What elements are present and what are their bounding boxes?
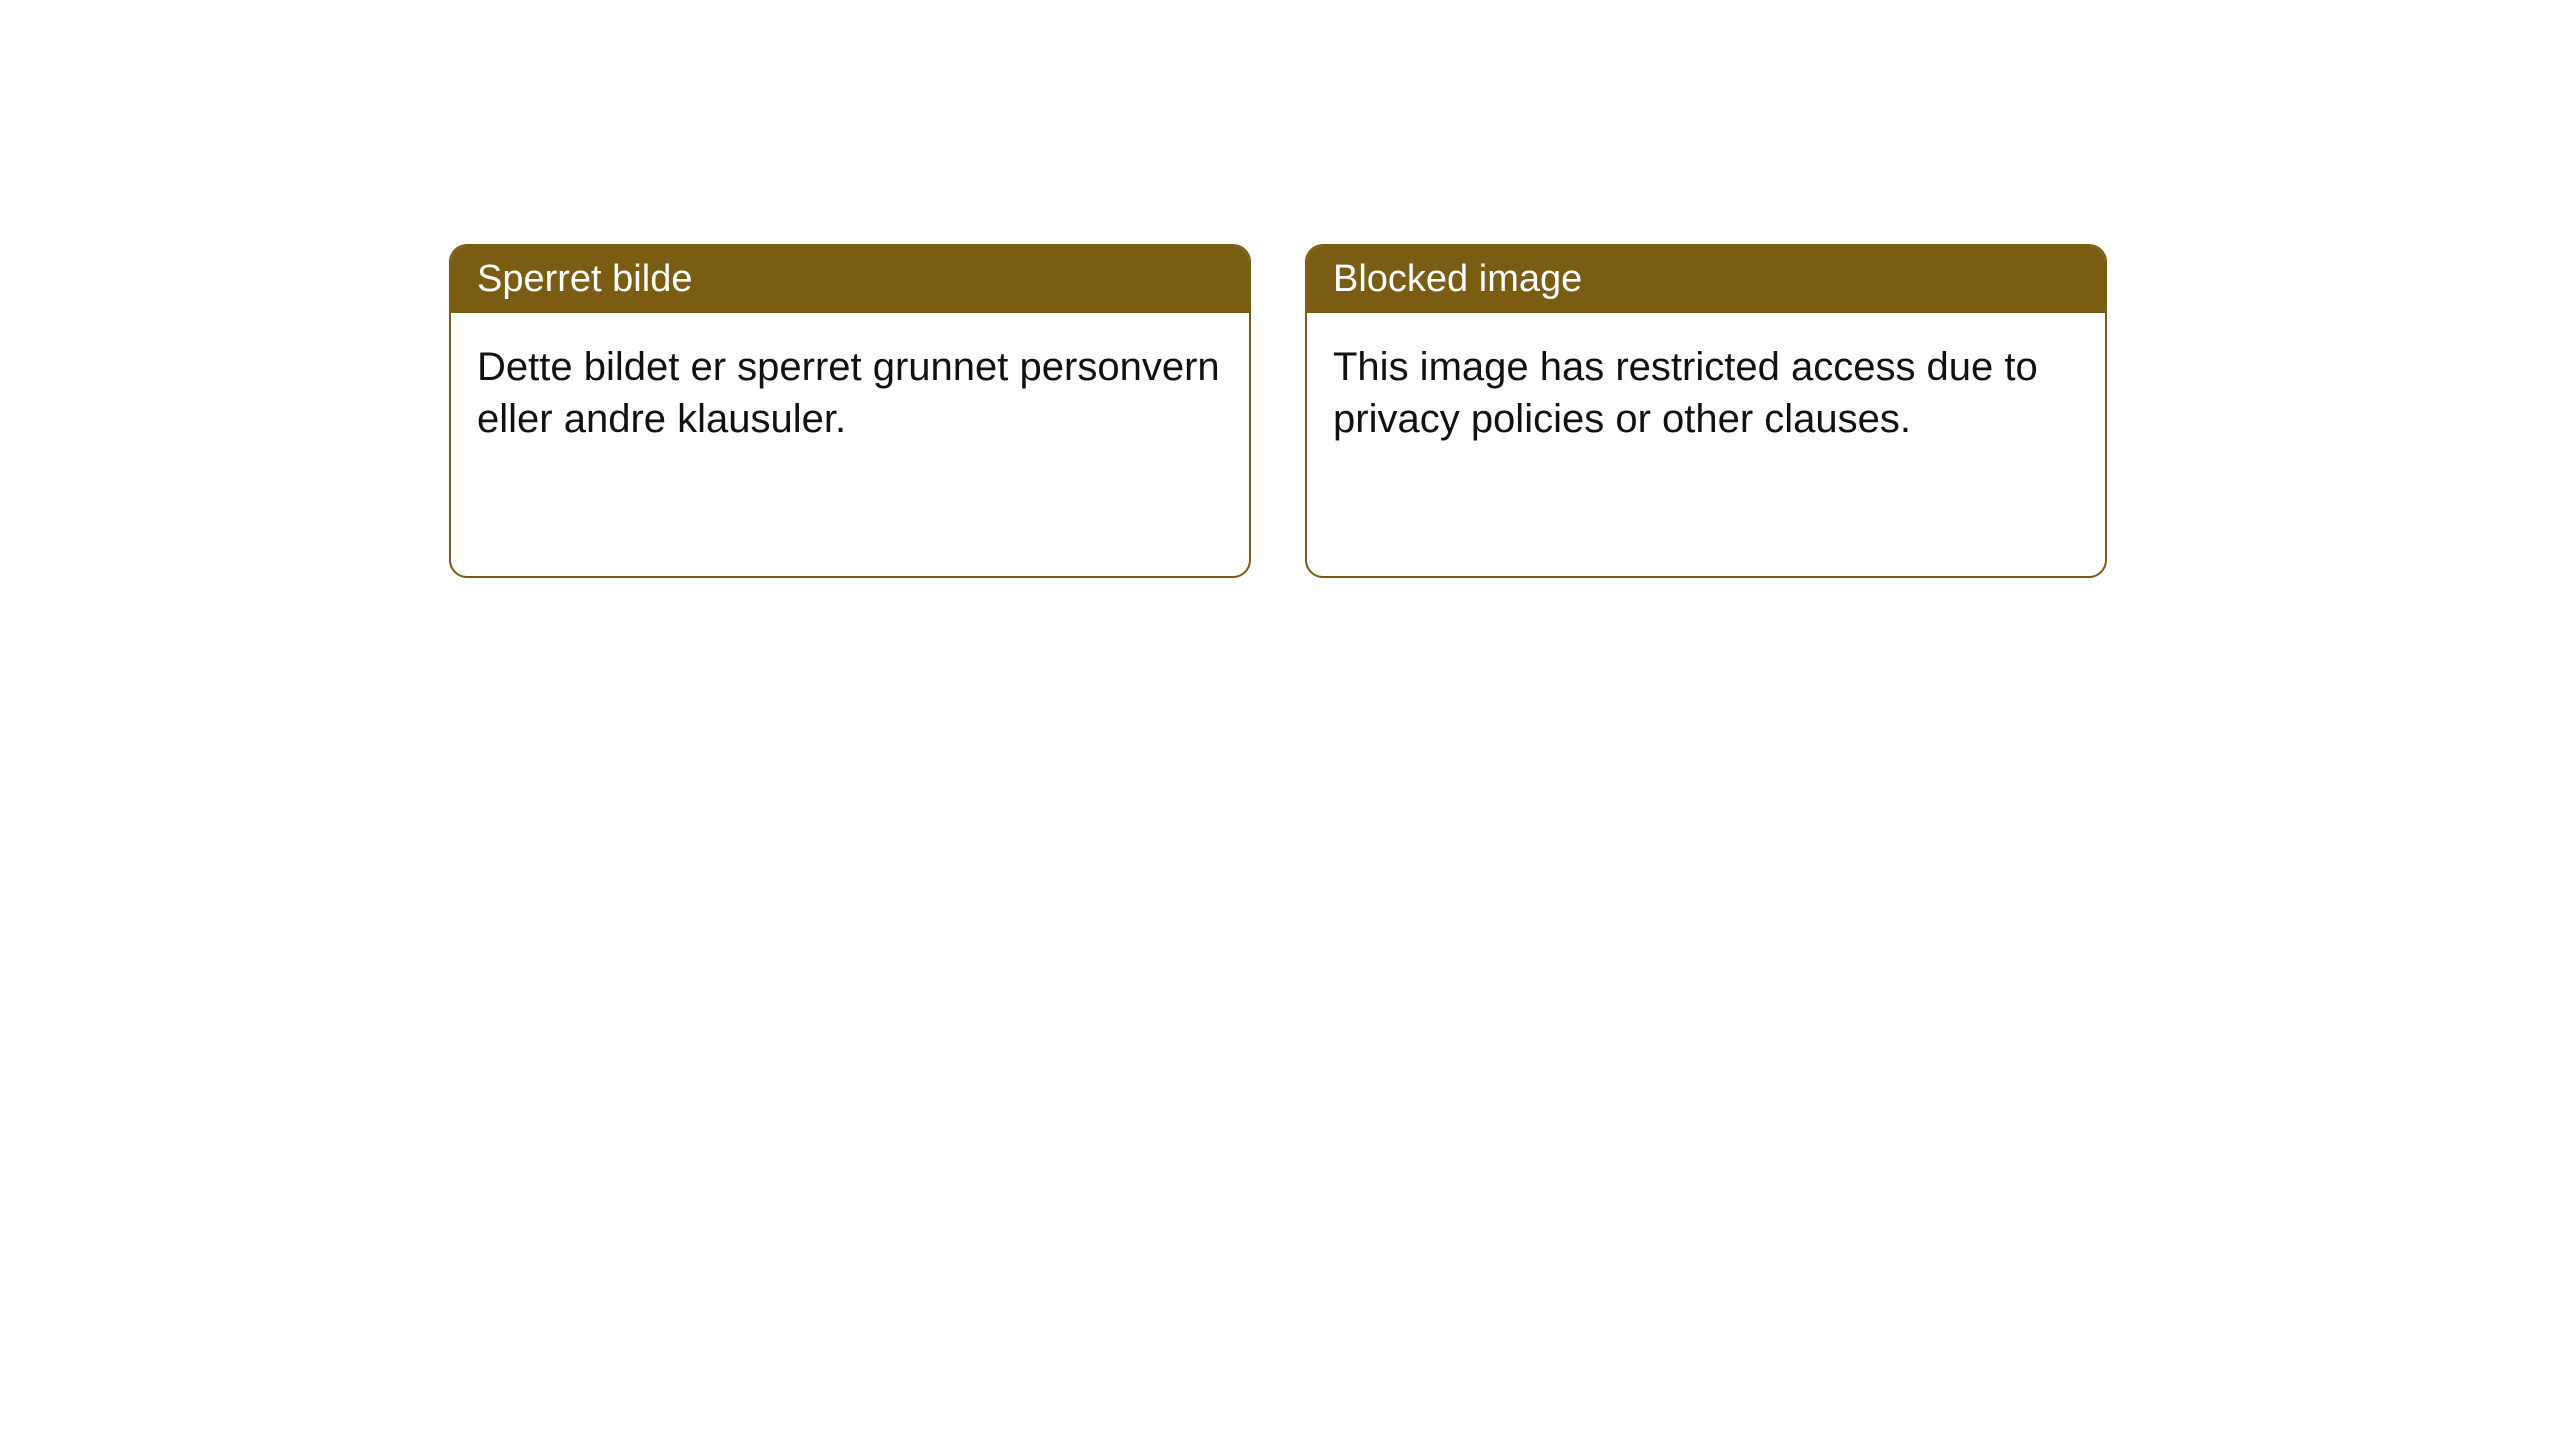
notice-body: This image has restricted access due to … xyxy=(1307,313,2105,473)
notice-body: Dette bildet er sperret grunnet personve… xyxy=(451,313,1249,473)
notice-header: Sperret bilde xyxy=(451,246,1249,313)
notice-card-english: Blocked image This image has restricted … xyxy=(1305,244,2107,578)
notice-container: Sperret bilde Dette bildet er sperret gr… xyxy=(449,244,2107,578)
notice-card-norwegian: Sperret bilde Dette bildet er sperret gr… xyxy=(449,244,1251,578)
notice-title: Sperret bilde xyxy=(477,258,692,300)
notice-title: Blocked image xyxy=(1333,258,1582,300)
notice-header: Blocked image xyxy=(1307,246,2105,313)
notice-body-text: This image has restricted access due to … xyxy=(1333,345,2038,441)
notice-body-text: Dette bildet er sperret grunnet personve… xyxy=(477,345,1220,441)
